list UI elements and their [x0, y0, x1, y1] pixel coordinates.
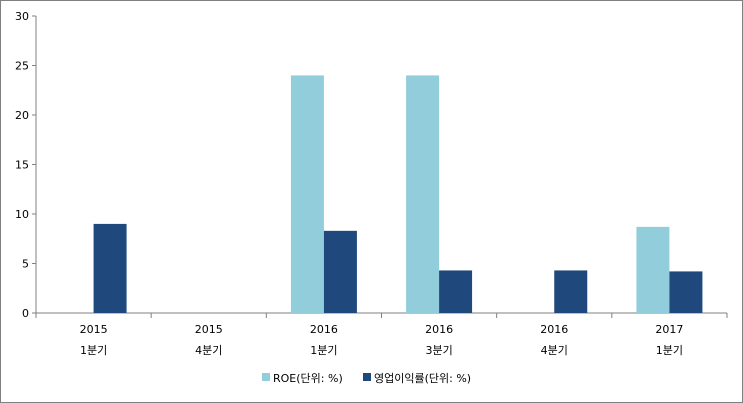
x-category-quarter: 1분기: [310, 344, 337, 357]
y-tick-label: 10: [15, 208, 29, 221]
bar-operating-margin: [439, 270, 473, 313]
x-category-year: 2017: [655, 323, 683, 336]
bar-operating-margin: [323, 230, 357, 313]
legend-swatch-operating-margin: [363, 373, 371, 381]
x-category-year: 2015: [80, 323, 108, 336]
x-category-year: 2016: [310, 323, 338, 336]
bar-roe: [406, 75, 440, 314]
x-category-quarter: 1분기: [656, 344, 683, 357]
legend-label-operating-margin: 영업이익률(단위: %): [374, 372, 471, 385]
bar-operating-margin: [554, 270, 588, 313]
x-category-quarter: 3분기: [425, 344, 452, 357]
x-category-quarter: 4분기: [195, 344, 222, 357]
y-tick-label: 15: [15, 159, 29, 172]
x-category-year: 2016: [425, 323, 453, 336]
y-tick-label: 30: [15, 10, 29, 23]
legend-label-roe: ROE(단위: %): [273, 372, 343, 385]
bar-roe: [290, 75, 324, 314]
x-category-quarter: 1분기: [80, 344, 107, 357]
y-tick-label: 0: [22, 307, 29, 320]
y-tick-label: 5: [22, 258, 29, 271]
bar-operating-margin: [93, 223, 127, 313]
bar-operating-margin: [669, 271, 703, 313]
x-category-year: 2015: [195, 323, 223, 336]
y-tick-label: 20: [15, 109, 29, 122]
y-tick-label: 25: [15, 60, 29, 73]
legend-swatch-roe: [262, 373, 270, 381]
x-category-quarter: 4분기: [541, 344, 568, 357]
bar-roe: [636, 226, 670, 313]
x-category-year: 2016: [540, 323, 568, 336]
